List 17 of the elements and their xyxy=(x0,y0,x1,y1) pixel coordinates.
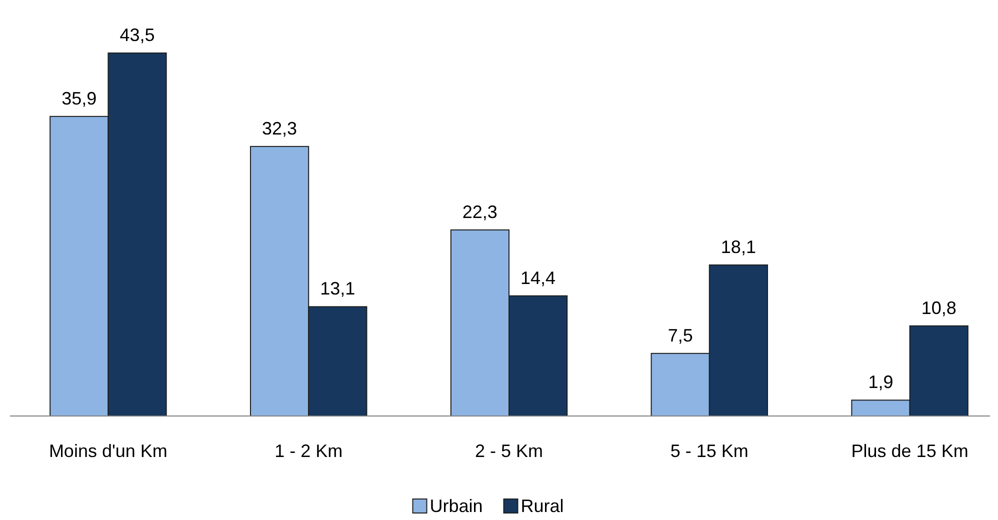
x-tick-label: 2 - 5 Km xyxy=(474,441,544,461)
x-tick-label: Plus de 15 Km xyxy=(851,441,968,461)
data-label: 13,1 xyxy=(320,278,356,299)
data-label: 22,3 xyxy=(462,202,498,222)
legend-label: Urbain xyxy=(430,496,483,516)
data-label: 18,1 xyxy=(720,236,756,257)
data-label: 32,3 xyxy=(262,118,298,138)
x-tick-label: 5 - 15 Km xyxy=(670,441,748,461)
x-tick-label: 1 - 2 Km xyxy=(274,441,343,461)
data-label: 14,4 xyxy=(520,268,556,288)
data-label: 1,9 xyxy=(868,372,894,392)
data-label: 7,5 xyxy=(668,325,693,346)
data-label: 35,9 xyxy=(62,88,97,108)
data-label: 10,8 xyxy=(921,298,956,318)
x-tick-label: Moins d'un Km xyxy=(48,441,168,461)
legend-label: Rural xyxy=(520,496,564,516)
data-label: 43,5 xyxy=(120,25,155,45)
